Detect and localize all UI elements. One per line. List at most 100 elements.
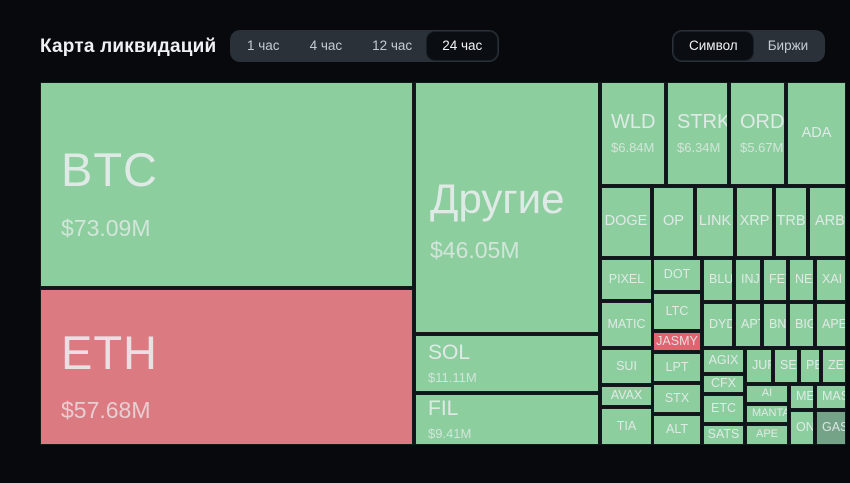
- treemap-cell-bigtime[interactable]: BIGTIME: [789, 303, 814, 347]
- treemap-cell-manta[interactable]: MANTA: [746, 405, 788, 423]
- cell-value: $57.68M: [61, 397, 151, 424]
- toggle-symbol[interactable]: Символ: [674, 32, 753, 60]
- cell-symbol: MANTA: [752, 407, 788, 420]
- cell-symbol: BNB: [769, 317, 787, 332]
- treemap-cell-mask[interactable]: MASK: [816, 385, 846, 409]
- treemap-cell-meme[interactable]: MEME: [790, 385, 814, 409]
- treemap-cell-tia[interactable]: TIA: [601, 408, 652, 445]
- cell-symbol: SUI: [616, 358, 637, 373]
- treemap-cell-sats[interactable]: SATS: [703, 425, 744, 445]
- treemap-cell-trb[interactable]: TRB: [775, 187, 807, 257]
- cell-value: $9.41M: [428, 425, 472, 441]
- cell-value: $46.05M: [430, 237, 520, 264]
- cell-symbol: ONDO: [796, 420, 814, 435]
- treemap-cell-avax[interactable]: AVAX: [601, 386, 652, 406]
- treemap-cell-ada[interactable]: ADA: [787, 82, 846, 185]
- treemap-cell-fil[interactable]: FIL $9.41M: [415, 394, 599, 445]
- cell-symbol: AVAX: [610, 388, 643, 403]
- cell-symbol: STX: [664, 390, 690, 405]
- treemap-cell-bnb[interactable]: BNB: [763, 303, 787, 347]
- treemap-cell-sui[interactable]: SUI: [601, 349, 652, 384]
- cell-symbol: SEI: [780, 358, 797, 373]
- treemap-cell-ai[interactable]: AI: [746, 385, 788, 403]
- treemap-cell-doge[interactable]: DOGE: [601, 187, 651, 257]
- treemap-cell-pixel[interactable]: PIXEL: [601, 259, 652, 300]
- cell-symbol: BTC: [61, 143, 158, 197]
- cell-symbol: AI: [761, 387, 773, 400]
- treemap-cell-link[interactable]: LINK: [696, 187, 734, 257]
- treemap-cell-jasmy[interactable]: JASMY: [653, 332, 701, 351]
- cell-symbol: DOGE: [604, 213, 648, 230]
- treemap-cell-strk[interactable]: STRK $6.34M: [667, 82, 728, 185]
- treemap-cell-alt[interactable]: ALT: [653, 415, 701, 445]
- treemap-cell-wld[interactable]: WLD $6.84M: [601, 82, 665, 185]
- cell-symbol: LPT: [665, 359, 689, 374]
- toggle-exchanges[interactable]: Биржи: [767, 38, 809, 53]
- treemap-cell-xrp[interactable]: XRP: [736, 187, 773, 257]
- cell-symbol: FET: [769, 272, 786, 287]
- cell-symbol: SATS: [707, 427, 740, 442]
- treemap-cell-near[interactable]: NEAR: [789, 259, 814, 301]
- cell-symbol: JUP: [752, 358, 771, 373]
- treemap-cell-dot[interactable]: DOT: [653, 259, 701, 291]
- treemap-cell-dydx[interactable]: DYDX: [703, 303, 733, 347]
- cell-symbol: ALT: [666, 422, 688, 437]
- cell-symbol: WLD: [611, 111, 656, 133]
- cell-symbol: LTC: [665, 303, 689, 318]
- treemap-cell-arb[interactable]: ARB: [809, 187, 846, 257]
- treemap-cell-ape[interactable]: APE: [816, 303, 846, 347]
- treemap-cell-sol[interactable]: SOL $11.11M: [415, 335, 599, 392]
- cell-symbol: JASMY: [656, 333, 698, 348]
- cell-symbol: OP: [663, 213, 684, 230]
- cell-symbol: XAI: [822, 272, 843, 287]
- page-title: Карта ликвидаций: [40, 36, 217, 57]
- cell-symbol: ADA: [801, 124, 832, 141]
- treemap-cell-stx[interactable]: STX: [653, 384, 701, 413]
- treemap-cell-op[interactable]: OP: [653, 187, 694, 257]
- cell-symbol: DYDX: [709, 317, 732, 332]
- treemap-cell-eth[interactable]: ETH $57.68M: [40, 289, 413, 445]
- cell-symbol: ETH: [61, 325, 158, 379]
- treemap-cell-fet[interactable]: FET: [763, 259, 787, 301]
- treemap-cell-sei[interactable]: SEI: [774, 349, 798, 383]
- treemap-cell-jup[interactable]: JUP: [746, 349, 772, 383]
- cell-symbol: ZETA: [828, 358, 845, 373]
- tab-24h[interactable]: 24 час: [427, 32, 498, 60]
- treemap-cell-cfx[interactable]: CFX: [703, 375, 744, 393]
- cell-symbol: PIXEL: [608, 271, 645, 286]
- treemap-cell-matic[interactable]: MATIC: [601, 302, 652, 347]
- treemap-cell-ondo[interactable]: ONDO: [790, 411, 814, 445]
- cell-symbol: MASK: [822, 389, 845, 404]
- treemap-cell-gas[interactable]: GAS: [816, 411, 846, 445]
- treemap-cell-btc[interactable]: BTC $73.09M: [40, 82, 413, 287]
- treemap-cell-ltc[interactable]: LTC: [653, 293, 701, 330]
- cell-symbol: Другие: [430, 174, 565, 222]
- treemap-cell-apt[interactable]: APT: [735, 303, 761, 347]
- treemap-cell-ape-bottom[interactable]: APE: [746, 425, 788, 445]
- cell-symbol: AGIX: [708, 353, 739, 368]
- treemap-cell-etc[interactable]: ETC: [703, 395, 744, 423]
- cell-symbol: XRP: [739, 213, 770, 230]
- treemap-cell-xai[interactable]: XAI: [816, 259, 846, 301]
- treemap-cell-lpt[interactable]: LPT: [653, 353, 701, 382]
- cell-value: $73.09M: [61, 214, 151, 241]
- treemap-cell-inj[interactable]: INJ: [735, 259, 761, 301]
- cell-symbol: ETC: [711, 401, 736, 416]
- treemap-cell-ordi[interactable]: ORDI $5.67M: [730, 82, 785, 185]
- treemap-cell-agix[interactable]: AGIX: [703, 349, 744, 373]
- cell-symbol: APT: [741, 317, 760, 332]
- tab-4h[interactable]: 4 час: [309, 38, 343, 53]
- cell-symbol: MEME: [796, 389, 814, 404]
- cell-value: $6.84M: [611, 140, 655, 155]
- cell-symbol: APE: [755, 428, 778, 441]
- treemap-cell-zeta[interactable]: ZETA: [822, 349, 846, 383]
- tab-12h[interactable]: 12 час: [372, 38, 413, 53]
- treemap-cell-others[interactable]: Другие $46.05M: [415, 82, 599, 333]
- treemap-cell-pepe[interactable]: PEPE: [800, 349, 820, 383]
- cell-symbol: TRB: [776, 213, 806, 230]
- cell-symbol: TIA: [616, 418, 637, 433]
- tab-1h[interactable]: 1 час: [247, 38, 280, 53]
- cell-symbol: ARB: [815, 213, 845, 230]
- treemap-cell-blur[interactable]: BLUR: [703, 259, 733, 301]
- cell-value: $6.34M: [677, 140, 721, 155]
